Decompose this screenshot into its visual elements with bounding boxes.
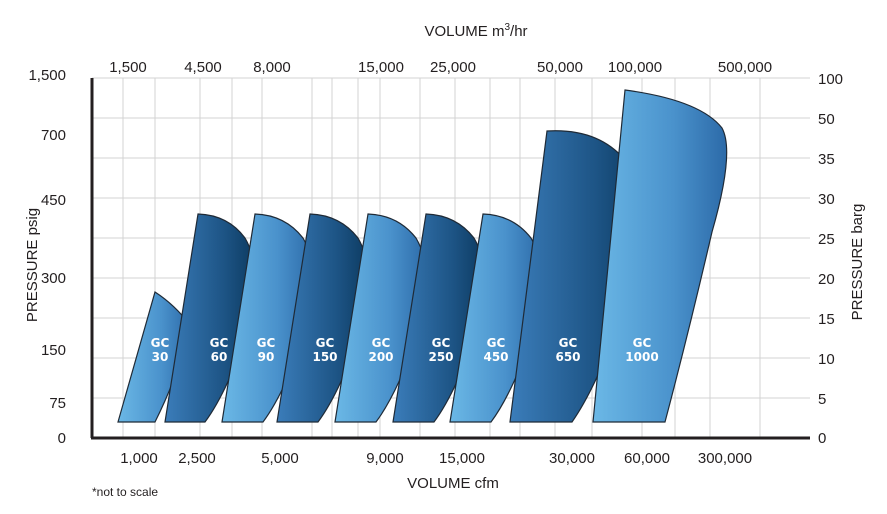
y-right-tick-label: 25 (818, 231, 835, 248)
series-label-line1: GC (633, 336, 652, 350)
tick-labels: 1,000 2,500 5,000 9,000 15,000 30,000 60,000 30… (28, 59, 843, 467)
series-label-line1: GC (257, 336, 276, 350)
x-bottom-tick-label: 9,000 (366, 450, 404, 467)
not-to-scale-note: *not to scale (92, 485, 158, 499)
y-right-tick-label: 0 (818, 430, 826, 447)
series-label-line2: 150 (312, 350, 337, 364)
y-right-tick-label: 30 (818, 191, 835, 208)
x-top-tick-label: 4,500 (184, 59, 222, 76)
x-bottom-tick-label: 2,500 (178, 450, 216, 467)
x-top-tick-label: 8,000 (253, 59, 291, 76)
x-bottom-tick-label: 30,000 (549, 450, 595, 467)
series-label-line1: GC (210, 336, 229, 350)
series-label-line2: 250 (428, 350, 453, 364)
x-top-tick-label: 50,000 (537, 59, 583, 76)
y-right-tick-label: 10 (818, 351, 835, 368)
series-label-line1: GC (487, 336, 506, 350)
y-left-tick-label: 150 (41, 342, 66, 359)
series-label-line1: GC (316, 336, 335, 350)
series-label-line2: 450 (483, 350, 508, 364)
x-bottom-tick-label: 15,000 (439, 450, 485, 467)
y-left-tick-label: 1,500 (28, 67, 66, 84)
x-top-tick-label: 25,000 (430, 59, 476, 76)
x-bottom-tick-label: 5,000 (261, 450, 299, 467)
x-top-tick-label: 15,000 (358, 59, 404, 76)
series-shape-1000 (592, 89, 728, 423)
y-right-tick-label: 50 (818, 111, 835, 128)
x-top-tick-label: 100,000 (608, 59, 662, 76)
series-label-line2: 90 (258, 350, 275, 364)
y-right-tick-label: 100 (818, 71, 843, 88)
series-label-line2: 200 (368, 350, 393, 364)
x-top-axis-title: VOLUME m3/hr (424, 22, 527, 40)
y-right-tick-label: 15 (818, 311, 835, 328)
x-bottom-axis-title: VOLUME cfm (407, 475, 499, 492)
x-bottom-tick-label: 300,000 (698, 450, 752, 467)
series-label-line1: GC (432, 336, 451, 350)
x-top-tick-label: 1,500 (109, 59, 147, 76)
x-bottom-tick-label: 1,000 (120, 450, 158, 467)
y-right-tick-label: 5 (818, 391, 826, 408)
series-label-line2: 30 (152, 350, 169, 364)
axes (90, 78, 810, 440)
y-right-tick-label: 35 (818, 151, 835, 168)
x-bottom-tick-label: 60,000 (624, 450, 670, 467)
series-label-line1: GC (559, 336, 578, 350)
y-left-tick-label: 450 (41, 192, 66, 209)
series-label-line1: GC (372, 336, 391, 350)
y-left-tick-label: 700 (41, 127, 66, 144)
y-left-axis-title: PRESSURE psig (24, 208, 41, 322)
y-left-tick-label: 300 (41, 270, 66, 287)
y-left-tick-label: 0 (58, 430, 66, 447)
series-label-line2: 1000 (625, 350, 658, 364)
series-label-line1: GC (151, 336, 170, 350)
x-top-tick-label: 500,000 (718, 59, 772, 76)
series-label-line2: 650 (555, 350, 580, 364)
series-label-line2: 60 (211, 350, 228, 364)
y-right-tick-label: 20 (818, 271, 835, 288)
series-shapes: GC30GC60GC90GC150GC200GC250GC450GC650GC1… (117, 89, 728, 423)
y-left-tick-label: 75 (49, 395, 66, 412)
y-right-axis-title: PRESSURE barg (849, 204, 866, 321)
